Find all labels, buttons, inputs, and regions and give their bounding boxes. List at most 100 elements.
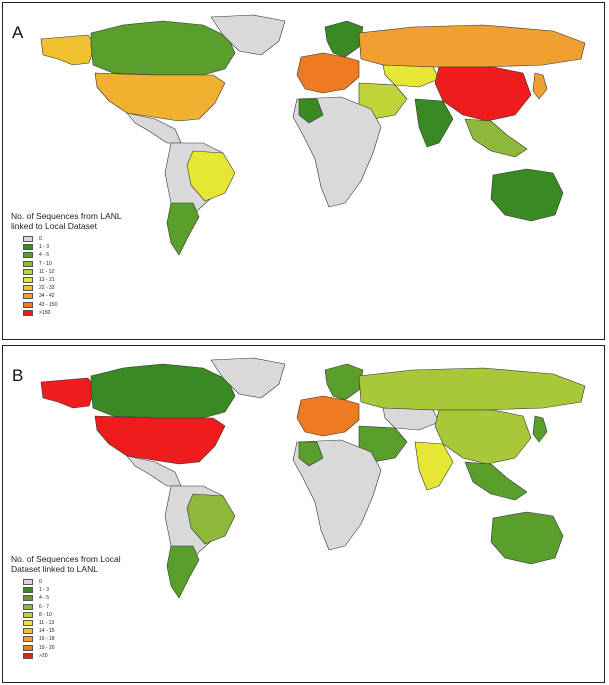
region-kazakhstan [382,407,440,431]
legend-item: 43 - 150 [23,301,171,309]
region-southeast-asia [464,118,528,158]
legend-label: 0 [39,579,42,586]
legend-item: 8 - 10 [23,611,171,619]
legend-item: >20 [23,652,171,660]
region-europe [296,52,360,94]
legend-item: 1 - 3 [23,586,171,594]
legend-swatch [23,636,33,643]
legend-swatch [23,293,33,300]
legend-item: 14 - 15 [23,627,171,635]
legend-swatch [23,611,33,618]
map-legend: No. of Sequences from LANL linked to Loc… [11,211,171,317]
legend-title-line-1: No. of Sequences from LANL [11,211,122,221]
legend-item: 16 - 18 [23,635,171,643]
legend-item: 0 [23,235,171,243]
legend-label: 14 - 15 [39,628,55,635]
region-argentina-chile [166,545,200,599]
region-australia [490,511,564,565]
region-africa [292,96,382,208]
legend-label: 22 - 33 [39,285,55,292]
legend-label: >150 [39,309,51,316]
region-brazil [186,150,236,202]
legend-title-line-1: No. of Sequences from Local [11,554,121,564]
legend-item: 6 - 7 [23,603,171,611]
legend-swatch [23,620,33,627]
legend-item: 11 - 13 [23,619,171,627]
region-japan [532,415,548,443]
legend-swatch [23,252,33,259]
legend-swatch [23,603,33,610]
legend-item: 22 - 33 [23,284,171,292]
region-north-america [94,415,226,465]
legend-item: 34 - 42 [23,292,171,300]
map-legend: No. of Sequences from Local Dataset link… [11,554,171,660]
region-morocco [298,98,324,124]
map-panel-b: B No. of Sequences from Local Dataset li… [2,345,605,683]
region-canada [90,20,236,76]
legend-label: 6 - 7 [39,603,50,610]
legend-swatch [23,244,33,251]
legend-item: 19 - 20 [23,644,171,652]
region-africa [292,439,382,551]
region-greenland [210,14,286,56]
legend-label: 4 - 6 [39,252,50,259]
legend-label: 11 - 13 [39,620,55,627]
legend-swatch [23,579,33,586]
region-china [434,66,532,122]
region-alaska [40,377,96,409]
region-europe [296,395,360,437]
legend-item: 4 - 6 [23,251,171,259]
region-russia [358,24,586,68]
panel-label: A [12,23,24,42]
legend-swatch [23,628,33,635]
legend-swatch [23,644,33,651]
region-kazakhstan [382,64,440,88]
region-southeast-asia [464,461,528,501]
region-india [414,98,454,148]
legend-title: No. of Sequences from LANL linked to Loc… [11,211,171,231]
region-scandinavia [324,20,364,58]
legend-label: 8 - 10 [39,611,52,618]
legend-label: 7 - 10 [39,260,52,267]
region-morocco [298,441,324,467]
legend-swatch [23,587,33,594]
legend-swatch [23,277,33,284]
legend-label: >20 [39,652,48,659]
legend-label: 4 - 5 [39,595,50,602]
legend-label: 0 [39,236,42,243]
region-russia [358,367,586,411]
legend-label: 16 - 18 [39,636,55,643]
legend-swatch [23,268,33,275]
world-map-a [40,14,586,256]
region-argentina-chile [166,202,200,256]
legend-item: 1 - 3 [23,243,171,251]
legend-label: 43 - 150 [39,301,58,308]
legend-swatch [23,260,33,267]
region-australia [490,168,564,222]
legend-item: 4 - 5 [23,594,171,602]
panel-label: B [12,366,24,385]
region-alaska [40,34,96,66]
legend-title: No. of Sequences from Local Dataset link… [11,554,171,574]
region-india [414,441,454,491]
legend-label: 13 - 21 [39,277,55,284]
legend-label: 1 - 3 [39,587,50,594]
map-panel-a: A No. of Sequences from LANL linked to L… [2,2,605,340]
region-canada [90,363,236,419]
legend-label: 1 - 3 [39,244,50,251]
legend-item: 13 - 21 [23,276,171,284]
legend-title-line-2: linked to Local Dataset [11,221,97,231]
legend-item: 0 [23,578,171,586]
region-greenland [210,357,286,399]
region-north-america [94,72,226,122]
world-map-b [40,357,586,599]
legend-title-line-2: Dataset linked to LANL [11,564,98,574]
legend-swatch [23,236,33,243]
legend-swatch [23,301,33,308]
region-scandinavia [324,363,364,401]
legend-item: 11 - 12 [23,268,171,276]
legend-swatch [23,652,33,659]
legend-label: 19 - 20 [39,644,55,651]
